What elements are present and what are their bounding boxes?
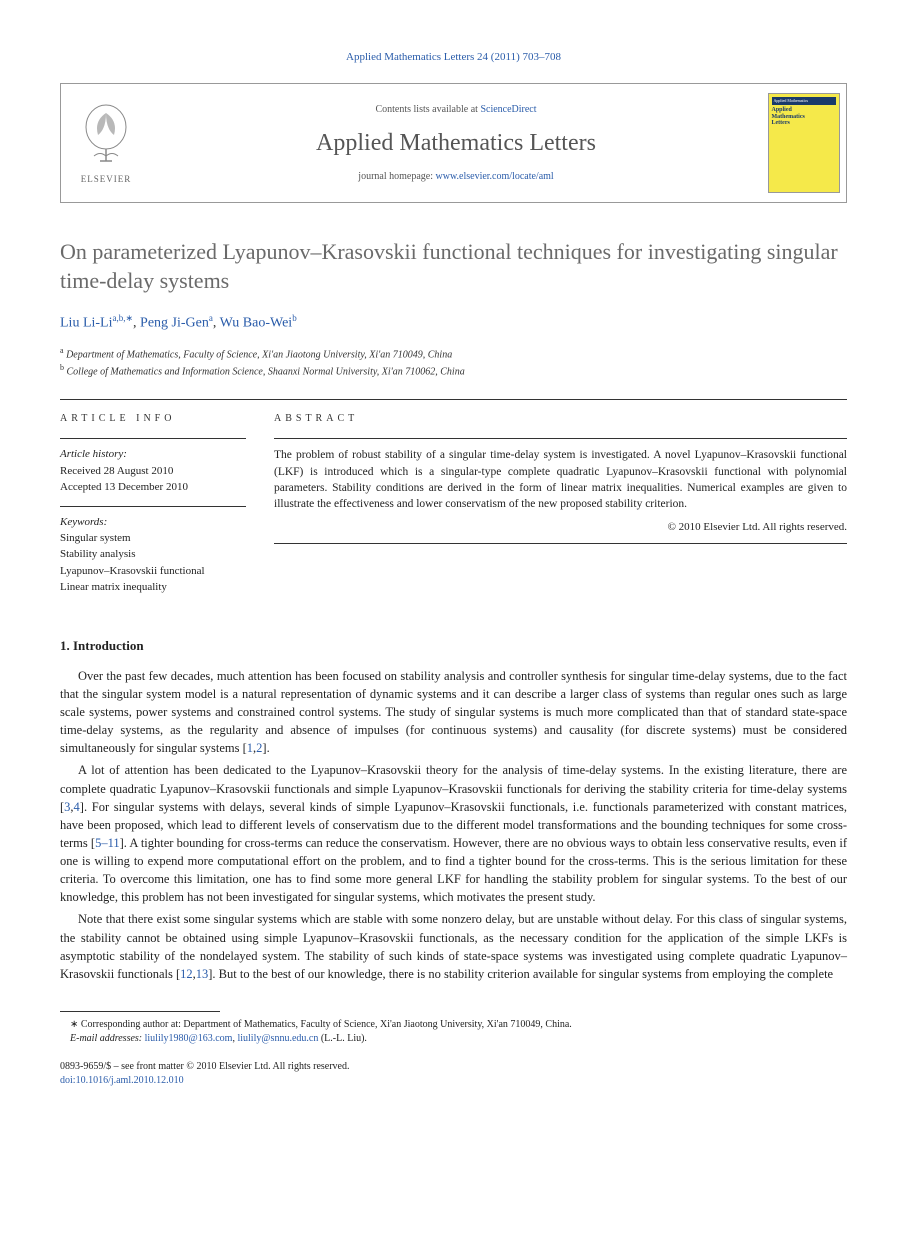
author-1-affil: a,b,∗ xyxy=(113,313,134,323)
para-text: ]. xyxy=(262,741,269,755)
doi-label[interactable]: doi: xyxy=(60,1075,76,1086)
para-text: ]. A tighter bounding for cross-terms ca… xyxy=(60,836,847,904)
affil-b-text: College of Mathematics and Information S… xyxy=(64,366,465,377)
email-link-1[interactable]: liulily1980@163.com xyxy=(145,1033,233,1044)
footnote-rule xyxy=(60,1011,220,1012)
publisher-logo: ELSEVIER xyxy=(61,84,151,202)
section-1-heading: 1. Introduction xyxy=(60,637,847,655)
accepted-date: Accepted 13 December 2010 xyxy=(60,480,246,495)
abstract-text: The problem of robust stability of a sin… xyxy=(274,447,847,511)
author-1[interactable]: Liu Li-Li xyxy=(60,315,113,330)
footnote-corr-text: Corresponding author at: Department of M… xyxy=(78,1019,571,1030)
divider xyxy=(274,438,847,439)
author-3-affil: b xyxy=(292,313,297,323)
abstract-column: ABSTRACT The problem of robust stability… xyxy=(260,400,847,608)
ref-link-13[interactable]: 13 xyxy=(196,967,209,981)
issn-line: 0893-9659/$ – see front matter © 2010 El… xyxy=(60,1060,847,1074)
homepage-link[interactable]: www.elsevier.com/locate/aml xyxy=(436,171,554,182)
cover-title-3: Letters xyxy=(772,120,836,127)
sciencedirect-link[interactable]: ScienceDirect xyxy=(480,104,536,115)
author-2[interactable]: Peng Ji-Gen xyxy=(140,315,209,330)
contents-line: Contents lists available at ScienceDirec… xyxy=(375,103,536,117)
keyword-2: Stability analysis xyxy=(60,547,246,562)
keyword-4: Linear matrix inequality xyxy=(60,580,246,595)
para-text: ]. But to the best of our knowledge, the… xyxy=(208,967,833,981)
publisher-name: ELSEVIER xyxy=(81,173,132,186)
cover-thumbnail: Applied Mathematics Applied Mathematics … xyxy=(768,93,840,193)
doi-line: doi:10.1016/j.aml.2010.12.010 xyxy=(60,1074,847,1088)
intro-para-3: Note that there exist some singular syst… xyxy=(60,910,847,983)
corresponding-author-footnote: ∗ Corresponding author at: Department of… xyxy=(60,1018,847,1032)
cover-title-1: Applied xyxy=(772,107,836,114)
copyright: © 2010 Elsevier Ltd. All rights reserved… xyxy=(274,520,847,535)
divider xyxy=(60,506,246,507)
intro-para-2: A lot of attention has been dedicated to… xyxy=(60,761,847,906)
affiliation-a: a Department of Mathematics, Faculty of … xyxy=(60,345,847,362)
keyword-1: Singular system xyxy=(60,531,246,546)
elsevier-tree-icon xyxy=(76,101,136,171)
article-info-heading: ARTICLE INFO xyxy=(60,412,246,426)
cover-title-2: Mathematics xyxy=(772,114,836,121)
article-title: On parameterized Lyapunov–Krasovskii fun… xyxy=(60,238,847,295)
keyword-3: Lyapunov–Krasovskii functional xyxy=(60,564,246,579)
para-text: Over the past few decades, much attentio… xyxy=(60,669,847,756)
footer: 0893-9659/$ – see front matter © 2010 El… xyxy=(60,1060,847,1088)
ref-link-12[interactable]: 12 xyxy=(180,967,193,981)
authors: Liu Li-Lia,b,∗, Peng Ji-Gena, Wu Bao-Wei… xyxy=(60,312,847,333)
divider xyxy=(274,543,847,544)
info-abstract-row: ARTICLE INFO Article history: Received 2… xyxy=(60,399,847,608)
cover-thumbnail-cell: Applied Mathematics Applied Mathematics … xyxy=(761,84,846,202)
abstract-heading: ABSTRACT xyxy=(274,412,847,426)
intro-para-1: Over the past few decades, much attentio… xyxy=(60,667,847,758)
author-2-affil: a xyxy=(209,313,213,323)
history-label: Article history: xyxy=(60,447,246,462)
homepage-prefix: journal homepage: xyxy=(358,171,435,182)
cover-top-bar: Applied Mathematics xyxy=(772,97,836,105)
article-info-column: ARTICLE INFO Article history: Received 2… xyxy=(60,400,260,608)
journal-header: ELSEVIER Contents lists available at Sci… xyxy=(60,83,847,203)
email-tail: (L.-L. Liu). xyxy=(318,1033,367,1044)
author-3[interactable]: Wu Bao-Wei xyxy=(220,315,293,330)
doi-link[interactable]: 10.1016/j.aml.2010.12.010 xyxy=(76,1075,184,1086)
email-link-2[interactable]: liulily@snnu.edu.cn xyxy=(237,1033,318,1044)
received-date: Received 28 August 2010 xyxy=(60,464,246,479)
affil-a-text: Department of Mathematics, Faculty of Sc… xyxy=(64,349,453,360)
journal-title: Applied Mathematics Letters xyxy=(316,127,596,161)
contents-prefix: Contents lists available at xyxy=(375,104,480,115)
affiliations: a Department of Mathematics, Faculty of … xyxy=(60,345,847,380)
ref-link-5-11[interactable]: 5–11 xyxy=(95,836,120,850)
keywords-label: Keywords: xyxy=(60,515,246,530)
homepage-line: journal homepage: www.elsevier.com/locat… xyxy=(358,170,553,184)
affiliation-b: b College of Mathematics and Information… xyxy=(60,362,847,379)
top-citation: Applied Mathematics Letters 24 (2011) 70… xyxy=(60,50,847,65)
divider xyxy=(60,438,246,439)
email-footnote: E-mail addresses: liulily1980@163.com, l… xyxy=(60,1032,847,1046)
header-center: Contents lists available at ScienceDirec… xyxy=(151,84,761,202)
email-label: E-mail addresses: xyxy=(70,1033,145,1044)
